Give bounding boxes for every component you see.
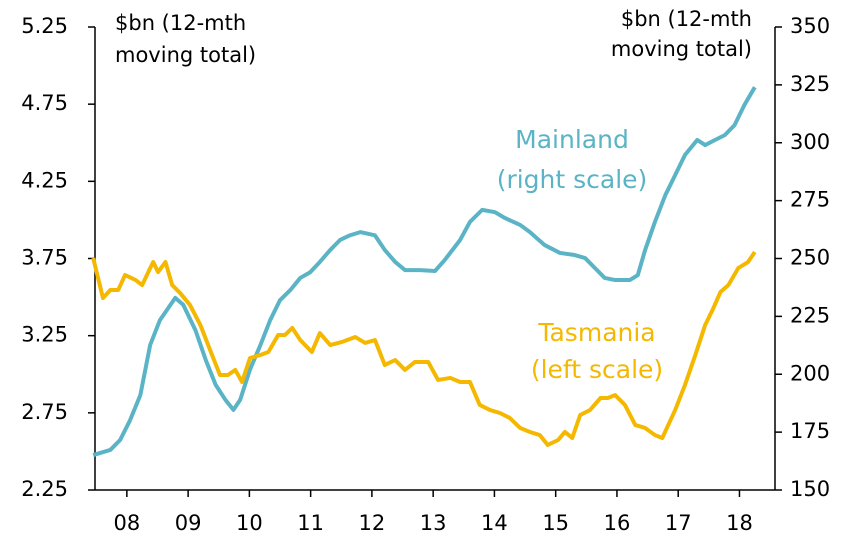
y-tick-label: 2.25: [21, 477, 68, 501]
y-tick-label: 2.75: [21, 400, 68, 424]
y-tick-label: 5.25: [21, 14, 68, 38]
x-tick-label: 12: [359, 511, 386, 535]
x-tick-label: 11: [297, 511, 324, 535]
y2-axis-title: $bn (12-mth: [621, 7, 752, 31]
y-tick-label: 4.25: [21, 168, 68, 192]
y-tick-label: 3.75: [21, 246, 68, 270]
x-tick-label: 09: [175, 511, 202, 535]
y-axis-title: moving total): [115, 43, 256, 67]
y2-tick-label: 350: [790, 14, 830, 38]
series-label: Tasmania: [537, 318, 655, 347]
y-tick-label: 3.25: [21, 323, 68, 347]
y2-tick-label: 275: [790, 188, 830, 212]
x-tick-label: 15: [542, 511, 569, 535]
x-tick-label: 14: [481, 511, 508, 535]
y2-tick-label: 150: [790, 477, 830, 501]
series-annotation: (right scale): [497, 165, 648, 194]
series-annotation: (left scale): [531, 355, 663, 384]
x-tick-label: 13: [420, 511, 447, 535]
y-axis-title: $bn (12-mth: [115, 11, 246, 35]
x-tick-label: 17: [665, 511, 692, 535]
y2-tick-label: 200: [790, 361, 830, 385]
y2-tick-label: 250: [790, 246, 830, 270]
series-line: [91, 250, 757, 447]
x-tick-label: 08: [113, 511, 140, 535]
y2-tick-label: 325: [790, 72, 830, 96]
y2-tick-label: 175: [790, 419, 830, 443]
y2-tick-label: 300: [790, 130, 830, 154]
y2-tick-label: 225: [790, 303, 830, 327]
y-tick-label: 4.75: [21, 91, 68, 115]
series-label: Mainland: [515, 125, 629, 154]
x-tick-label: 16: [604, 511, 631, 535]
series-line: [92, 86, 757, 457]
x-tick-label: 18: [726, 511, 753, 535]
x-tick-label: 10: [236, 511, 263, 535]
y2-axis-title: moving total): [611, 37, 752, 61]
